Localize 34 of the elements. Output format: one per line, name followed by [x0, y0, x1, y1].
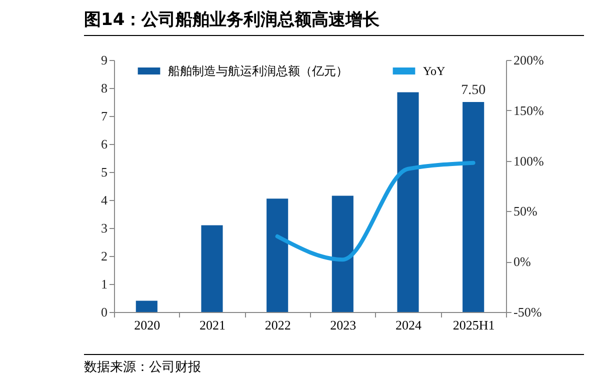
y2-tick-label: 100%	[514, 153, 544, 168]
y2-tick-label: 200%	[514, 52, 544, 68]
y2-tick-label: 50%	[514, 204, 538, 219]
x-tick-label: 2025H1	[452, 318, 495, 332]
y-tick-label: 2	[101, 248, 108, 264]
chart-title: 图14：公司船舶业务利润总额高速增长	[84, 8, 584, 36]
x-tick-label: 2022	[264, 318, 291, 332]
bar	[462, 102, 484, 312]
x-tick-label: 2023	[330, 318, 356, 332]
y-tick-label: 8	[101, 80, 108, 96]
data-label: 7.50	[461, 83, 486, 98]
bar	[136, 300, 158, 312]
bar	[266, 198, 288, 312]
line-series	[275, 160, 476, 262]
y-tick-label: 0	[101, 304, 108, 320]
y-tick-label: 5	[101, 164, 108, 180]
y-tick-label: 1	[101, 276, 108, 292]
y-tick-label: 4	[101, 192, 108, 208]
y2-tick-label: 0%	[514, 254, 531, 270]
source-note: 数据来源：公司财报	[84, 354, 584, 376]
bar	[397, 92, 419, 312]
y2-tick-label: 150%	[514, 102, 544, 118]
y-tick-label: 7	[101, 108, 108, 124]
y-tick-label: 9	[101, 52, 108, 68]
legend-label: 船舶制造与航运利润总额（亿元）	[168, 64, 348, 78]
bar	[332, 196, 354, 312]
y-tick-label: 6	[101, 136, 108, 152]
x-tick-label: 2021	[200, 318, 226, 332]
x-tick-label: 2020	[134, 318, 160, 332]
y2-tick-label: -50%	[514, 304, 542, 320]
x-tick-label: 2024	[396, 318, 422, 332]
y-tick-label: 3	[101, 220, 108, 236]
bar	[201, 225, 223, 312]
legend-label: YoY	[423, 64, 446, 78]
